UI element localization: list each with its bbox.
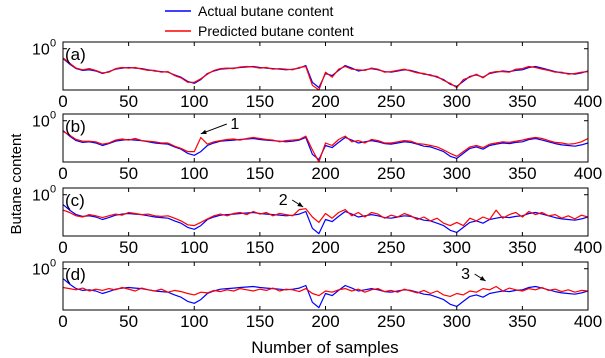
x-tick-label: 50 xyxy=(119,312,138,331)
x-tick-label: 150 xyxy=(246,238,274,257)
x-tick-label: 50 xyxy=(119,92,138,111)
series-line-actual xyxy=(62,278,589,309)
x-tick-label: 200 xyxy=(311,92,339,111)
x-tick-label: 350 xyxy=(508,238,536,257)
y-axis-label: Butane content xyxy=(8,133,25,235)
x-tick-label: 350 xyxy=(508,164,536,183)
series-line-predicted xyxy=(62,130,589,163)
x-tick-label: 250 xyxy=(377,238,405,257)
y-tick-label-exponent: 0 xyxy=(50,38,56,50)
x-tick-label: 200 xyxy=(311,238,339,257)
series-line-actual xyxy=(62,204,589,235)
x-tick-label: 150 xyxy=(246,312,274,331)
x-tick-label: 0 xyxy=(58,238,67,257)
x-tick-label: 0 xyxy=(58,164,67,183)
x-tick-label: 250 xyxy=(377,164,405,183)
x-tick-label: 150 xyxy=(246,92,274,111)
x-tick-label: 400 xyxy=(574,92,602,111)
x-tick-label: 300 xyxy=(443,238,471,257)
y-tick-label-exponent: 0 xyxy=(50,258,56,270)
legend-actual-label: Actual butane content xyxy=(198,3,334,19)
x-tick-label: 100 xyxy=(180,92,208,111)
x-tick-label: 300 xyxy=(443,92,471,111)
annotation-label: 2 xyxy=(279,192,288,209)
y-tick-label-base: 10 xyxy=(32,262,50,279)
x-tick-label: 100 xyxy=(180,164,208,183)
y-tick-label-exponent: 0 xyxy=(50,110,56,122)
y-tick-label-base: 10 xyxy=(32,42,50,59)
x-tick-label: 100 xyxy=(180,238,208,257)
panel-label: (a) xyxy=(65,45,86,64)
panel-label: (b) xyxy=(65,117,86,136)
panel-frame xyxy=(62,41,589,91)
x-tick-label: 0 xyxy=(58,312,67,331)
x-tick-label: 200 xyxy=(311,312,339,331)
x-tick-label: 300 xyxy=(443,312,471,331)
panel-frame xyxy=(62,113,589,163)
y-tick-label-exponent: 0 xyxy=(50,184,56,196)
series-line-actual xyxy=(62,130,589,161)
x-axis-label: Number of samples xyxy=(251,338,398,357)
panel-frame xyxy=(62,187,589,237)
annotation-label: 3 xyxy=(461,266,470,283)
annotation-label: 1 xyxy=(230,116,239,133)
panel-label: (c) xyxy=(65,191,85,210)
x-tick-label: 100 xyxy=(180,312,208,331)
x-tick-label: 200 xyxy=(311,164,339,183)
series-line-predicted xyxy=(62,57,589,91)
x-tick-label: 250 xyxy=(377,92,405,111)
x-tick-label: 50 xyxy=(119,164,138,183)
annotation-arrowhead xyxy=(479,276,486,281)
y-tick-label-base: 10 xyxy=(32,114,50,131)
series-line-predicted xyxy=(62,285,589,297)
panel-frame xyxy=(62,261,589,311)
legend-predicted-label: Predicted butane content xyxy=(198,23,354,39)
x-tick-label: 400 xyxy=(574,312,602,331)
panel-label: (d) xyxy=(65,265,86,284)
x-tick-label: 400 xyxy=(574,238,602,257)
x-tick-label: 150 xyxy=(246,164,274,183)
annotation-arrowhead xyxy=(200,129,207,135)
x-tick-label: 0 xyxy=(58,92,67,111)
legend: Actual butane content Predicted butane c… xyxy=(165,3,354,39)
x-tick-label: 250 xyxy=(377,312,405,331)
x-tick-label: 400 xyxy=(574,164,602,183)
annotation-arrowhead xyxy=(297,202,304,207)
x-tick-label: 300 xyxy=(443,164,471,183)
x-tick-label: 50 xyxy=(119,238,138,257)
y-tick-label-base: 10 xyxy=(32,188,50,205)
series-line-predicted xyxy=(62,208,589,227)
x-tick-label: 350 xyxy=(508,312,536,331)
x-tick-label: 350 xyxy=(508,92,536,111)
